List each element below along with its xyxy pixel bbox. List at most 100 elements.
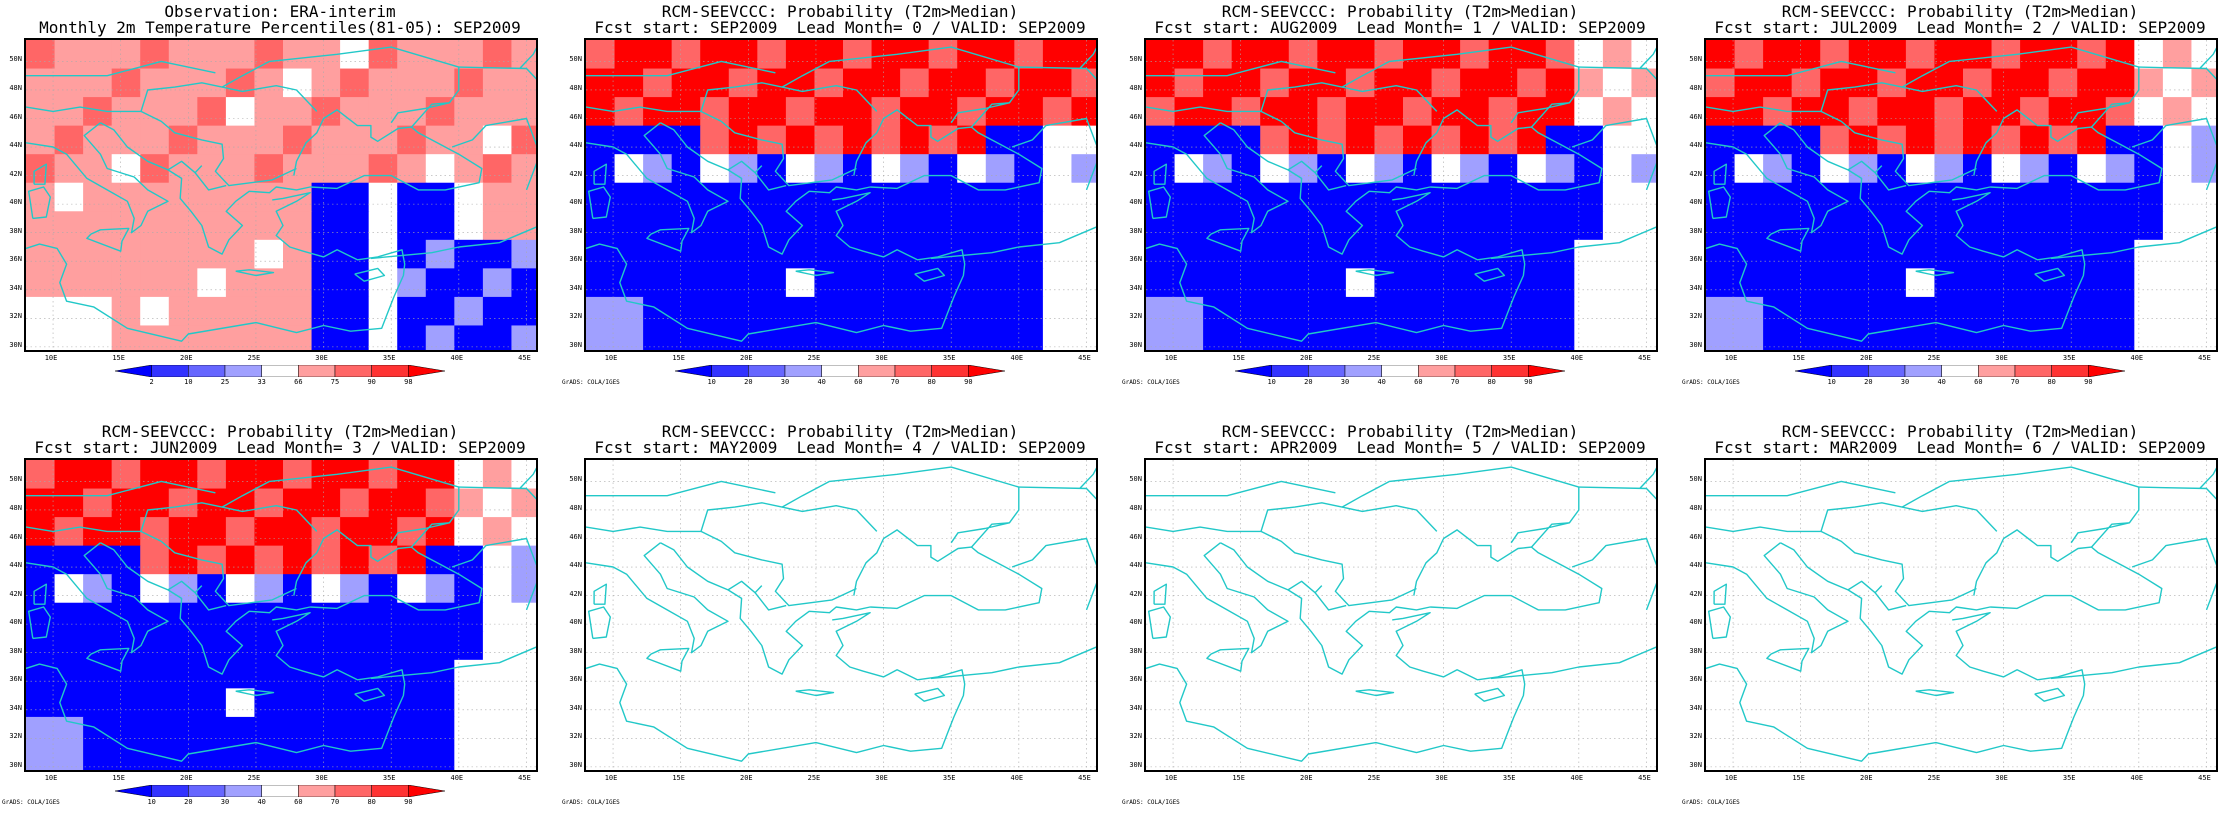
grid-cell [1631, 68, 1656, 98]
coastline [1474, 687, 1506, 702]
lon-tick-label: 10E [1724, 774, 1738, 782]
lat-tick-label: 50N [9, 475, 22, 484]
coastline [370, 646, 536, 680]
grid-cell [311, 296, 341, 327]
coastline [354, 687, 386, 702]
grads-credit: GrADS: COLA/IGES [1682, 379, 1740, 386]
grid-cell [957, 296, 987, 327]
grid-cell [871, 125, 901, 155]
grid-cell [454, 325, 484, 350]
grid-cell [1905, 68, 1936, 98]
grid-cell [1374, 68, 1404, 98]
colorbar-segment [2051, 365, 2089, 377]
grid-cell [814, 97, 844, 127]
grid-cell [140, 268, 170, 298]
grid-cell [1042, 239, 1073, 269]
colorbar-segment [334, 365, 372, 377]
grid-cell [168, 239, 198, 269]
panel-subtitle: Fcst start: SEP2009 Lead Month= 0 / VALI… [594, 18, 1086, 37]
grid-cell [168, 40, 198, 70]
colorbar-label: 90 [2084, 378, 2093, 386]
lat-tick-label: 30N [9, 760, 22, 769]
colorbar-label: 25 [220, 378, 230, 386]
lon-tick-label: 40E [1570, 354, 1584, 362]
coastline [1287, 580, 1323, 594]
grid-cell [1260, 68, 1290, 98]
lon-tick-label: 35E [1502, 774, 1516, 782]
grid-cell [1345, 154, 1376, 184]
grid-cell [482, 574, 513, 604]
grid-cell [2162, 182, 2193, 212]
coastline [1260, 82, 1438, 112]
map-area [1704, 38, 2218, 352]
grid-cell [586, 325, 616, 350]
map-canvas [586, 40, 1096, 350]
coastline [458, 486, 536, 500]
lon-tick-label: 40E [1570, 774, 1584, 782]
map-area [24, 458, 538, 772]
grid-cell [1848, 268, 1878, 298]
grid-cell [2134, 154, 2164, 184]
grid-cell [397, 460, 427, 490]
map-area [1144, 38, 1658, 352]
grid-cell [111, 631, 141, 661]
coastline [1915, 689, 1955, 697]
grid-cell [1934, 154, 1964, 184]
grid-cell [511, 488, 536, 518]
coastline [28, 186, 51, 220]
grid-cell [26, 460, 56, 490]
lat-tick-label: 42N [1129, 589, 1142, 598]
grid-cell [454, 745, 484, 770]
grid-cell [225, 659, 256, 689]
coastline [660, 122, 871, 255]
grid-cell [54, 517, 84, 547]
grid-cell [1820, 125, 1850, 155]
grid-cell [197, 716, 227, 747]
grid-cell [2020, 40, 2050, 70]
grid-cell [197, 517, 227, 547]
coastline [727, 160, 763, 174]
coastline [1578, 66, 1656, 80]
grid-cell [1820, 68, 1850, 98]
grid-cell [1174, 97, 1204, 127]
grid-cell [1403, 211, 1433, 241]
grid-cell [254, 154, 284, 184]
colorbar-label: 80 [927, 378, 936, 386]
colorbar-segment [224, 365, 262, 377]
lon-tick-label: 15E [1792, 354, 1805, 362]
grid-cell [1877, 40, 1907, 70]
lon-tick-label: 45E [1078, 774, 1091, 782]
grid-cell [1260, 40, 1290, 70]
grid-cell [225, 268, 256, 298]
grid-cell [1574, 40, 1604, 70]
grid-cell [140, 745, 170, 770]
colorbar-segment [298, 785, 336, 797]
colorbar [115, 785, 445, 797]
grid-cell [957, 182, 987, 212]
map-canvas [1706, 460, 2216, 770]
lat-tick-label: 46N [569, 112, 582, 121]
grid-cell [111, 745, 141, 770]
coastline [1713, 163, 1727, 185]
grid-cell [928, 68, 958, 98]
grid-cell [1374, 239, 1404, 269]
map-panel-lead3: RCM-SEEVCCC: Probability (T2m>Median) Fcs… [0, 420, 560, 840]
lat-tick-label: 48N [1689, 503, 1702, 512]
grid-cell [1545, 68, 1575, 98]
grid-cell [368, 631, 398, 661]
colorbar-segment [1491, 365, 1529, 377]
grid-cell [283, 545, 313, 575]
grid-cell [1146, 154, 1176, 184]
grid-cell [1820, 325, 1850, 350]
grid-cell [2162, 68, 2193, 98]
grid-cell [814, 125, 844, 155]
grid-cell [1877, 268, 1907, 298]
grid-cell [1488, 154, 1518, 184]
colorbar-label: 30 [780, 378, 790, 386]
grid-cell [928, 154, 958, 184]
grid-cell [1345, 268, 1376, 298]
map-panel-lead5: RCM-SEEVCCC: Probability (T2m>Median) Fcs… [1120, 420, 1680, 840]
grid-cell [254, 488, 284, 518]
grid-cell [1877, 296, 1907, 327]
grads-credit: GrADS: COLA/IGES [1122, 799, 1180, 806]
